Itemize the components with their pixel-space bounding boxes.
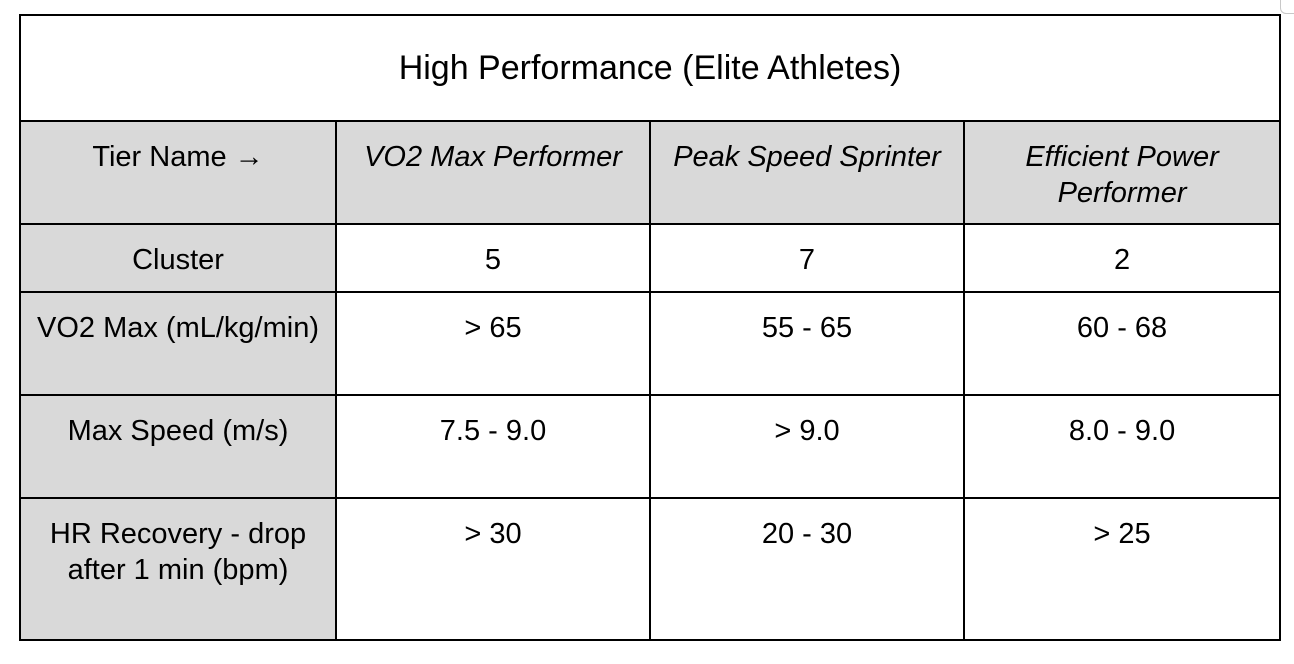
header-row: Tier Name → VO2 Max Performer Peak Speed… [19, 120, 1282, 225]
performance-tier-table: High Performance (Elite Athletes) Tier N… [18, 14, 1282, 641]
table-cell: 20 - 30 [649, 497, 965, 641]
table-cell: > 9.0 [649, 394, 965, 499]
tier-name-header: Tier Name → [19, 120, 337, 225]
tier-header: Efficient Power Performer [962, 120, 1282, 225]
table-row: Cluster 5 7 2 [19, 223, 1282, 293]
tier-header: VO2 Max Performer [335, 120, 651, 225]
table-row: Max Speed (m/s) 7.5 - 9.0 > 9.0 8.0 - 9.… [19, 394, 1282, 499]
table-cell: 2 [962, 223, 1282, 293]
table-cell: > 65 [335, 291, 651, 396]
table-cell: > 30 [335, 497, 651, 641]
row-label-text: Max Speed (m/s) [67, 415, 289, 447]
row-label: Cluster [19, 223, 337, 293]
table-cell: 5 [335, 223, 651, 293]
table-title: High Performance (Elite Athletes) [18, 14, 1282, 122]
row-label-text: HR Recovery - drop after 1 min (bpm) [49, 518, 307, 586]
table-cell: > 25 [962, 497, 1282, 641]
table-cell: 7.5 - 9.0 [335, 394, 651, 499]
table-cell: 60 - 68 [962, 291, 1282, 396]
row-label: Max Speed (m/s) [19, 394, 337, 499]
table-cell: 55 - 65 [649, 291, 965, 396]
table-cell: 8.0 - 9.0 [962, 394, 1282, 499]
row-label-text: VO2 Max (mL/kg/min) [37, 312, 319, 344]
row-label: HR Recovery - drop after 1 min (bpm) [19, 497, 337, 641]
corner-handle [1280, 0, 1294, 14]
tier-header: Peak Speed Sprinter [649, 120, 965, 225]
row-label: VO2 Max (mL/kg/min) [19, 291, 337, 396]
title-row: High Performance (Elite Athletes) [18, 14, 1282, 122]
table-row: VO2 Max (mL/kg/min) > 65 55 - 65 60 - 68 [19, 291, 1282, 396]
table-row: HR Recovery - drop after 1 min (bpm) > 3… [19, 497, 1282, 641]
table-cell: 7 [649, 223, 965, 293]
